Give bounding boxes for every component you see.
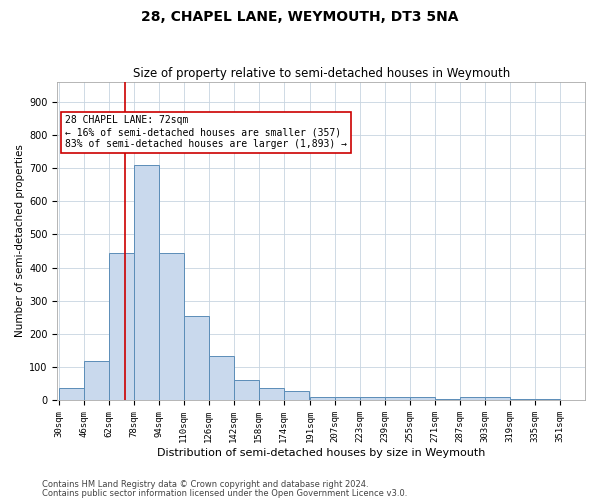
Bar — [109, 252, 134, 400]
Bar — [134, 165, 159, 400]
Bar — [460, 398, 485, 400]
Bar — [209, 356, 234, 400]
Y-axis label: Number of semi-detached properties: Number of semi-detached properties — [15, 144, 25, 338]
Bar — [234, 380, 259, 400]
Text: 28, CHAPEL LANE, WEYMOUTH, DT3 5NA: 28, CHAPEL LANE, WEYMOUTH, DT3 5NA — [141, 10, 459, 24]
Bar — [184, 316, 209, 400]
Text: Contains public sector information licensed under the Open Government Licence v3: Contains public sector information licen… — [42, 490, 407, 498]
Bar — [335, 398, 360, 400]
Text: Contains HM Land Registry data © Crown copyright and database right 2024.: Contains HM Land Registry data © Crown c… — [42, 480, 368, 489]
Bar — [360, 398, 385, 400]
Bar — [159, 252, 184, 400]
Bar — [485, 396, 510, 400]
Text: 28 CHAPEL LANE: 72sqm
← 16% of semi-detached houses are smaller (357)
83% of sem: 28 CHAPEL LANE: 72sqm ← 16% of semi-deta… — [65, 116, 347, 148]
Bar — [84, 361, 109, 400]
Title: Size of property relative to semi-detached houses in Weymouth: Size of property relative to semi-detach… — [133, 66, 510, 80]
Bar — [410, 396, 435, 400]
X-axis label: Distribution of semi-detached houses by size in Weymouth: Distribution of semi-detached houses by … — [157, 448, 485, 458]
Bar — [259, 388, 284, 400]
Bar — [310, 396, 335, 400]
Bar — [385, 398, 410, 400]
Bar — [59, 388, 84, 400]
Bar — [284, 391, 309, 400]
